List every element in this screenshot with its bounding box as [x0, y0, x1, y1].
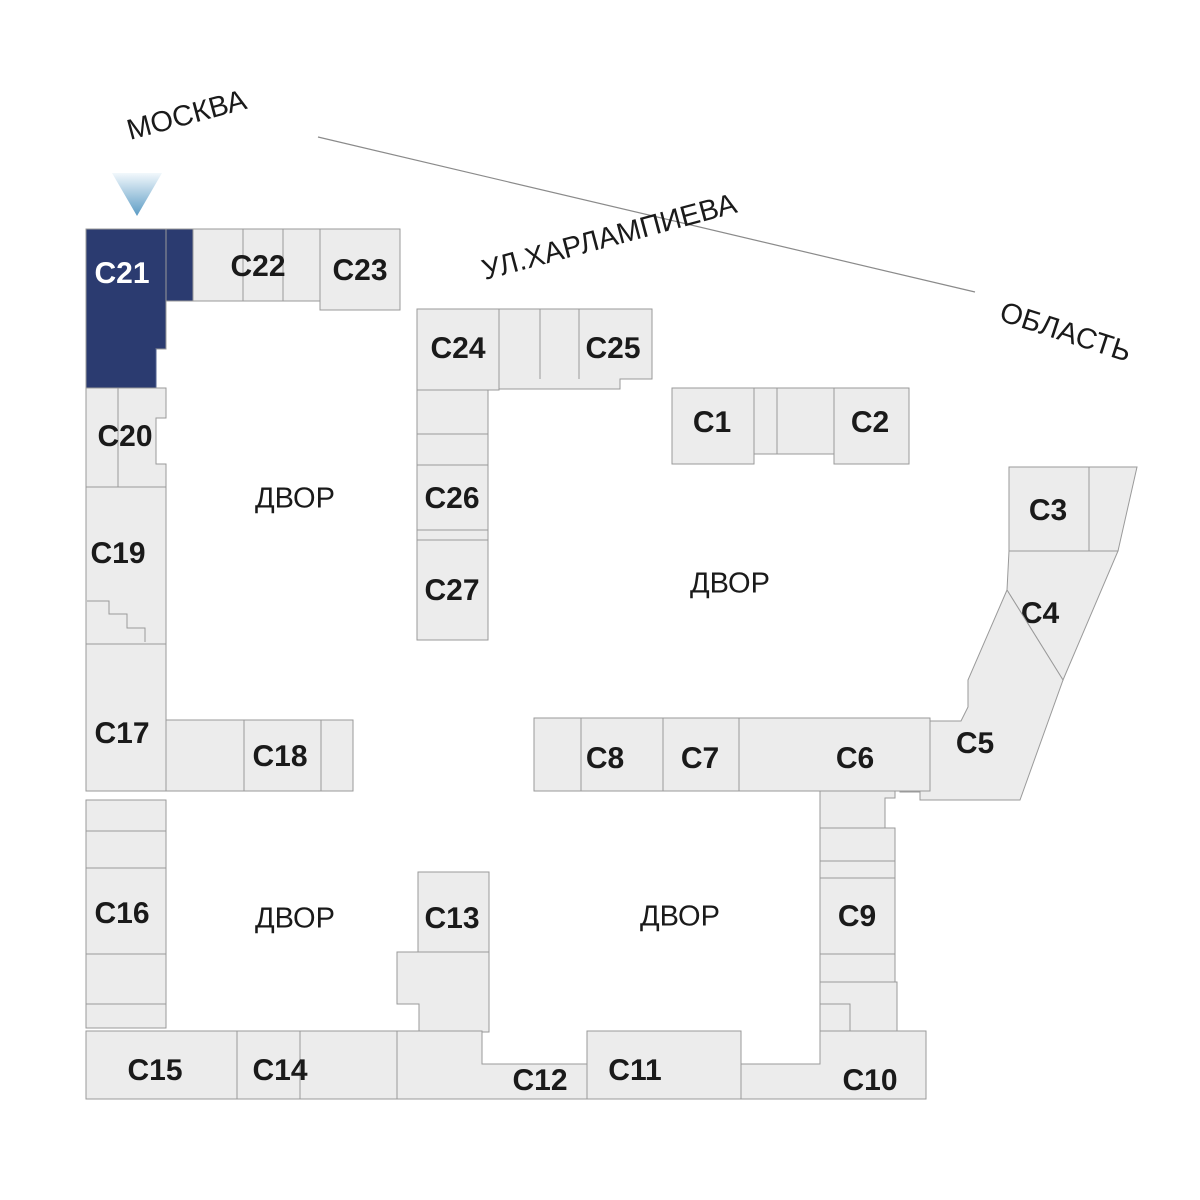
svg-text:C9: C9 [838, 900, 876, 933]
svg-text:C8: C8 [586, 742, 624, 775]
svg-text:C23: C23 [332, 254, 387, 287]
svg-text:C3: C3 [1029, 494, 1067, 527]
svg-text:C18: C18 [252, 740, 307, 773]
svg-text:C21: C21 [94, 257, 149, 290]
svg-text:C24: C24 [430, 332, 485, 365]
svg-text:C2: C2 [851, 406, 889, 439]
svg-text:ДВОР: ДВОР [690, 568, 770, 600]
svg-text:C20: C20 [97, 420, 152, 453]
svg-text:C1: C1 [693, 406, 731, 439]
svg-text:C17: C17 [94, 717, 149, 750]
svg-text:ДВОР: ДВОР [640, 901, 720, 933]
svg-text:C19: C19 [90, 537, 145, 570]
svg-text:C27: C27 [424, 574, 479, 607]
svg-text:C22: C22 [230, 250, 285, 283]
svg-text:C13: C13 [424, 902, 479, 935]
svg-text:C25: C25 [585, 332, 640, 365]
svg-text:C15: C15 [127, 1054, 182, 1087]
svg-text:C26: C26 [424, 482, 479, 515]
svg-text:C5: C5 [956, 727, 994, 760]
svg-text:C10: C10 [842, 1064, 897, 1097]
svg-text:ДВОР: ДВОР [255, 903, 335, 935]
svg-text:C7: C7 [681, 742, 719, 775]
svg-text:C14: C14 [252, 1054, 307, 1087]
svg-text:C16: C16 [94, 897, 149, 930]
svg-text:C12: C12 [512, 1064, 567, 1097]
svg-text:ДВОР: ДВОР [255, 483, 335, 515]
svg-text:C11: C11 [608, 1054, 661, 1087]
svg-text:C6: C6 [836, 742, 874, 775]
